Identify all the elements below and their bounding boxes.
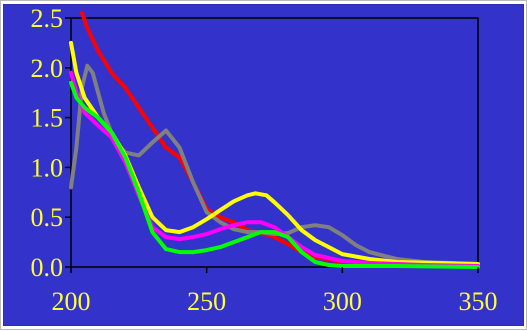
x-tick-label: 350	[459, 287, 498, 316]
x-tick-label: 200	[52, 287, 91, 316]
plot-area-border	[70, 17, 479, 268]
series-line-2	[69, 63, 480, 266]
y-tick-label: 2.5	[31, 4, 64, 33]
y-tick-label: 1.5	[31, 104, 64, 133]
x-tick-label: 300	[323, 287, 362, 316]
y-tick-label: 0.5	[31, 203, 64, 232]
series-line-1	[79, 11, 480, 268]
x-tick-label: 250	[187, 287, 226, 316]
series-line-4	[69, 70, 480, 268]
series-line-5	[69, 80, 480, 269]
chart-background	[3, 4, 524, 326]
y-tick-label: 0.0	[31, 253, 64, 282]
y-tick-label: 2.0	[31, 54, 64, 83]
y-tick-label: 1.0	[31, 153, 64, 182]
